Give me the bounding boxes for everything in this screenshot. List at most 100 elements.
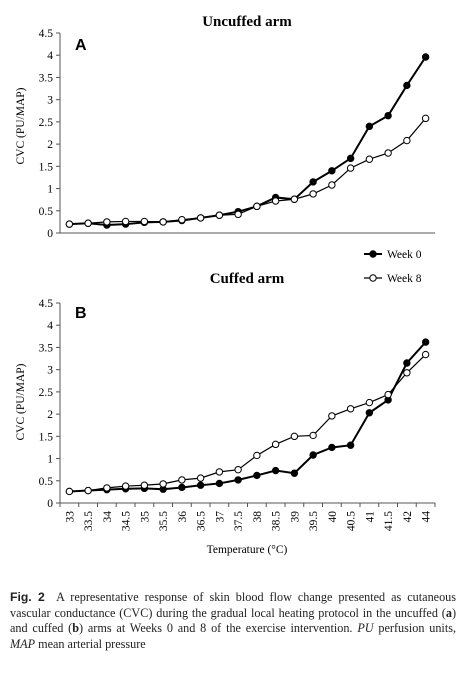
y-tick-label: 1 (47, 184, 53, 196)
data-point-week-8 (140, 217, 149, 226)
x-tick-label: 38.5 (271, 511, 283, 531)
data-point-week-0 (271, 466, 280, 475)
y-tick-label: 3 (47, 95, 53, 107)
legend: Week 0 Week 8 (364, 249, 422, 285)
panel-a-series (65, 53, 430, 229)
data-point-week-0 (309, 451, 317, 459)
data-point-week-8 (253, 202, 261, 211)
data-point-week-0 (346, 441, 355, 449)
panel-b-x-ticks: 33 33.5 34 34.5 35 35.5 36 36.5 37 37.5 38 38.5 39 39… (59, 503, 436, 531)
data-point-week-8 (309, 190, 317, 198)
data-point-week-8 (215, 468, 224, 476)
data-point-week-8 (365, 398, 374, 407)
y-tick-label: 2 (47, 139, 53, 151)
y-tick-label: 4.5 (39, 298, 54, 310)
panel-b-y-ticks: 0 0.5 1 1.5 2 2.5 3 3.5 4 4.5 (39, 298, 60, 510)
data-point-week-0 (234, 476, 242, 484)
panel-a-letter: A (75, 37, 87, 54)
x-tick-label: 40 (327, 511, 339, 523)
x-tick-label: 36.5 (196, 511, 208, 531)
caption-text-3: ) arms at Weeks 0 and 8 of the exercise … (79, 621, 358, 635)
panel-a-y-axis-label: CVC (PU/MAP) (15, 87, 27, 164)
y-tick-label: 0 (47, 228, 53, 240)
figure: Uncuffed arm A CVC (PU/MAP) 0 0.5 1 1.5 2 2.5… (15, 14, 436, 556)
data-point-week-0 (365, 409, 374, 417)
y-tick-label: 2.5 (39, 387, 54, 399)
x-tick-label: 40.5 (346, 511, 358, 531)
data-point-week-8 (421, 350, 430, 359)
caption-text-1: A representative response of skin blood … (10, 590, 457, 620)
caption-text-5: mean arterial pressure (35, 636, 146, 651)
data-point-week-8 (271, 197, 280, 205)
caption-text-4: perfusion units, (373, 621, 456, 635)
data-point-week-8 (178, 476, 186, 484)
y-tick-label: 4.5 (39, 28, 54, 40)
panel-a-chart: Uncuffed arm A CVC (PU/MAP) 0 0.5 1 1.5 2 2.5… (15, 14, 435, 240)
x-tick-label: 41 (364, 511, 376, 523)
panel-b-title: Cuffed arm (210, 271, 285, 287)
data-point-week-8 (234, 210, 242, 219)
data-point-week-8 (215, 211, 224, 219)
panel-a-title: Uncuffed arm (202, 14, 292, 30)
data-point-week-0 (384, 111, 392, 120)
data-point-week-0 (309, 178, 317, 186)
data-point-week-8 (196, 214, 205, 222)
y-tick-label: 2 (47, 409, 53, 421)
data-point-week-8 (121, 482, 130, 490)
data-point-week-8 (421, 114, 430, 123)
data-point-week-8 (346, 405, 355, 413)
caption-a: a (445, 605, 452, 620)
y-tick-label: 0.5 (39, 206, 54, 218)
y-tick-label: 3 (47, 365, 53, 377)
data-point-week-8 (103, 218, 111, 226)
data-point-week-0 (253, 471, 261, 480)
data-point-week-8 (234, 465, 242, 474)
data-point-week-8 (84, 219, 92, 227)
data-point-week-8 (290, 195, 299, 203)
caption-text-2: ) and cuffed ( (10, 605, 456, 636)
panel-b-y-axis-label: CVC (PU/MAP) (15, 363, 27, 440)
data-point-week-8 (384, 149, 392, 157)
y-tick-label: 1.5 (39, 431, 54, 443)
legend-week-0-label: Week 0 (387, 249, 422, 261)
data-point-week-8 (403, 369, 411, 377)
data-point-week-0 (328, 443, 336, 452)
data-point-week-8 (65, 220, 74, 228)
data-point-week-8 (403, 136, 411, 145)
panel-b-chart: Cuffed arm B CVC (PU/MAP) 00.511.522.533… (15, 271, 436, 556)
data-point-week-8 (253, 451, 261, 460)
data-point-week-0 (403, 81, 411, 90)
figure-caption: Fig. 2 A representative response of skin… (10, 590, 456, 652)
x-tick-label: 35.5 (158, 511, 170, 531)
data-point-week-8 (178, 215, 186, 224)
data-point-week-0 (421, 338, 430, 346)
caption-b: b (72, 621, 79, 635)
legend-item-week-0: Week 0 (364, 249, 422, 261)
panel-b-letter: B (75, 305, 87, 322)
data-point-week-8 (103, 484, 111, 492)
y-tick-label: 3.5 (39, 72, 54, 84)
x-tick-label: 39 (289, 511, 301, 523)
data-point-week-8 (84, 486, 92, 495)
x-tick-label: 34 (102, 511, 114, 523)
panel-b-series (65, 338, 430, 496)
data-point-week-8 (140, 481, 149, 489)
y-tick-label: 1 (47, 454, 53, 466)
legend-week-8-label: Week 8 (387, 273, 422, 285)
data-point-week-8 (384, 390, 392, 399)
data-point-week-8 (121, 217, 130, 226)
x-tick-label: 41.5 (383, 511, 395, 531)
data-point-week-8 (271, 440, 280, 449)
caption-map: MAP (10, 636, 36, 651)
x-tick-label: 36 (177, 511, 189, 523)
x-tick-label: 37 (214, 511, 226, 523)
data-point-week-8 (309, 431, 317, 440)
x-tick-label: 37.5 (233, 511, 245, 531)
data-point-week-0 (178, 483, 186, 492)
data-point-week-8 (159, 218, 167, 226)
data-point-week-0 (421, 53, 430, 61)
x-tick-label: 33.5 (83, 511, 95, 531)
x-tick-label: 34.5 (121, 511, 133, 531)
y-tick-label: 2.5 (39, 117, 54, 129)
x-tick-label: 33 (64, 511, 76, 523)
